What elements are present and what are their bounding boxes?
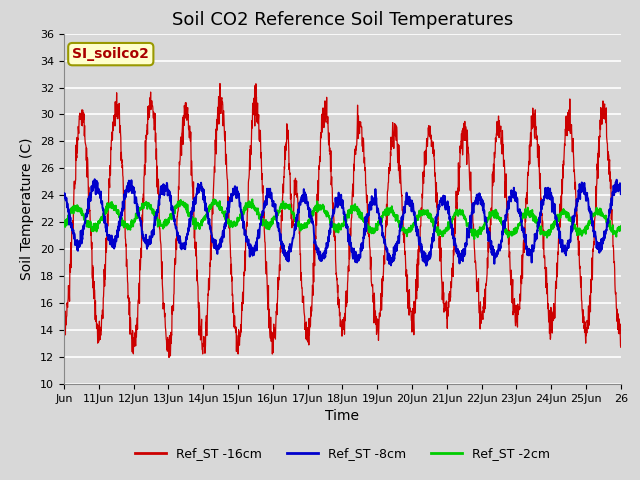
- Text: SI_soilco2: SI_soilco2: [72, 47, 149, 61]
- Title: Soil CO2 Reference Soil Temperatures: Soil CO2 Reference Soil Temperatures: [172, 11, 513, 29]
- X-axis label: Time: Time: [325, 409, 360, 423]
- Y-axis label: Soil Temperature (C): Soil Temperature (C): [20, 138, 35, 280]
- Legend: Ref_ST -16cm, Ref_ST -8cm, Ref_ST -2cm: Ref_ST -16cm, Ref_ST -8cm, Ref_ST -2cm: [129, 443, 556, 465]
